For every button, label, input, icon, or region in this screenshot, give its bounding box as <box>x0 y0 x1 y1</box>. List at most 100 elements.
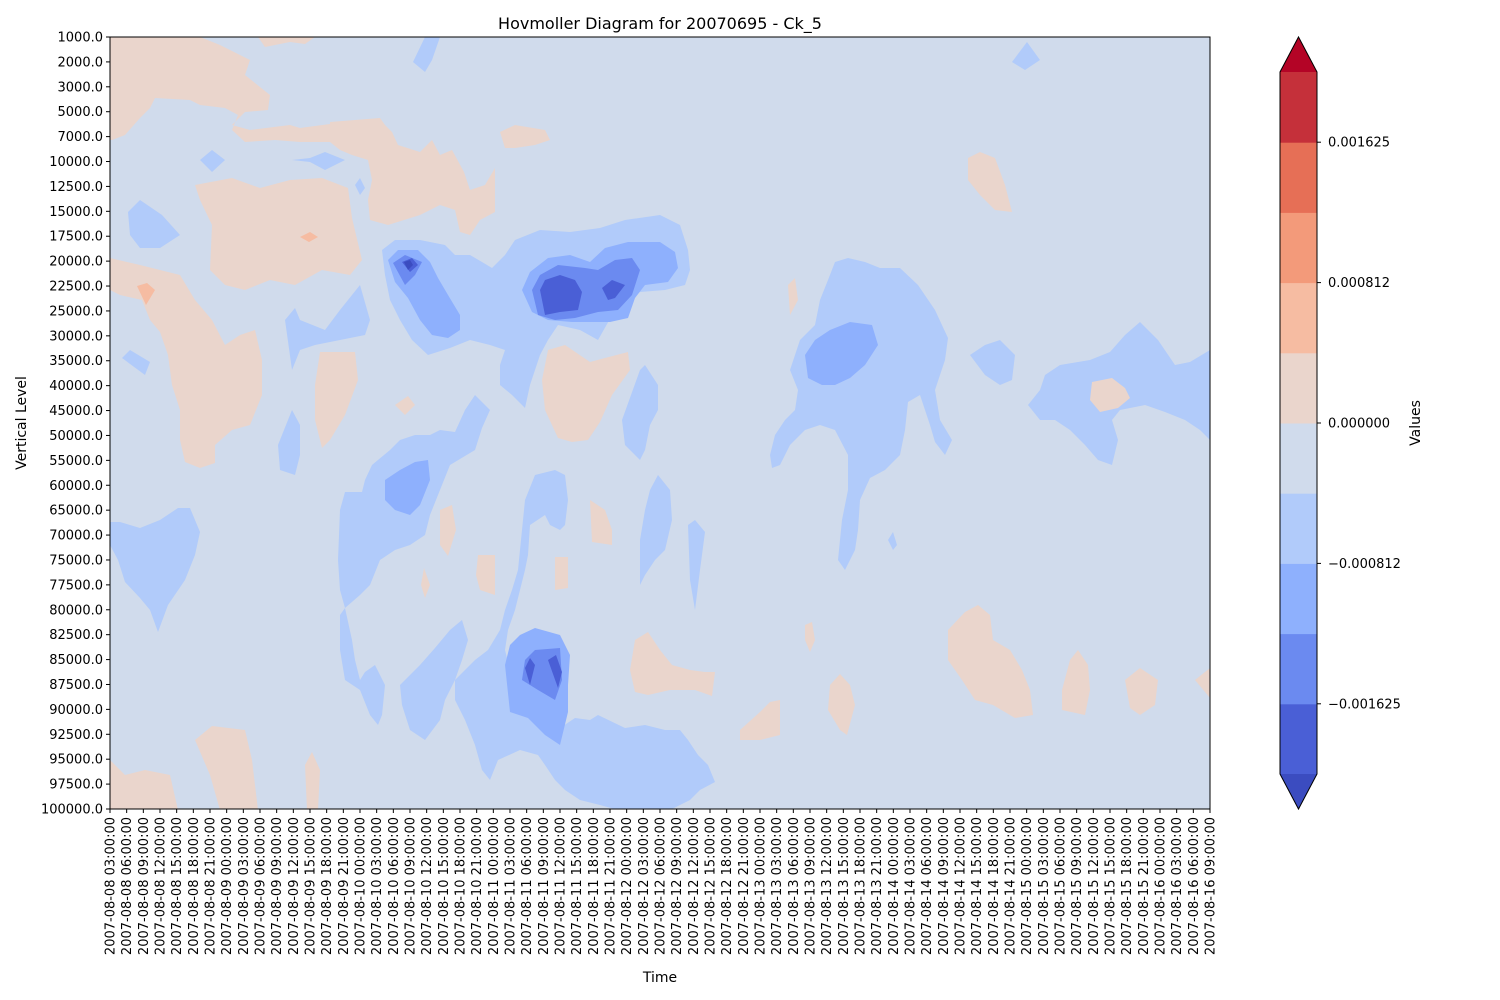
y-tick-label: 87500.0 <box>49 678 103 693</box>
x-tick-label: 2007-08-11 12:00:00 <box>554 817 569 955</box>
x-tick-label: 2007-08-12 09:00:00 <box>670 817 685 955</box>
colorbar-band <box>1280 282 1317 354</box>
y-tick-label: 35000.0 <box>49 354 103 369</box>
contour-negative-l4-3 <box>602 280 625 300</box>
contour-positive-small-4 <box>476 555 495 595</box>
x-tick-label: 2007-08-14 21:00:00 <box>1004 817 1019 955</box>
x-tick-label: 2007-08-13 03:00:00 <box>770 817 785 955</box>
y-tick-label: 2000.0 <box>58 55 104 70</box>
x-tick-label: 2007-08-14 15:00:00 <box>970 817 985 955</box>
x-tick-label: 2007-08-09 12:00:00 <box>287 817 302 955</box>
colorbar-tick-label: 0.000000 <box>1328 417 1390 432</box>
y-tick-label: 3000.0 <box>58 80 104 95</box>
colorbar-tick-label: −0.000812 <box>1328 557 1401 572</box>
x-tick-label: 2007-08-14 09:00:00 <box>937 817 952 955</box>
colorbar-extend-max <box>1280 37 1317 72</box>
contour-negative-l4-4 <box>525 658 535 685</box>
contour-positive-peak-2 <box>137 283 155 305</box>
x-tick-label: 2007-08-08 21:00:00 <box>204 817 219 955</box>
x-tick-label: 2007-08-11 03:00:00 <box>504 817 519 955</box>
contour-negative-l4-5 <box>548 655 562 688</box>
colorbar-tick-label: 0.000812 <box>1328 276 1390 291</box>
contour-negative-lower-column <box>455 470 715 809</box>
contour-negative-right-big <box>770 258 952 570</box>
x-tick-label: 2007-08-11 21:00:00 <box>604 817 619 955</box>
contour-positive-small-1 <box>500 125 550 148</box>
contour-positive-small-7 <box>421 568 430 598</box>
contour-negative-top-right <box>1012 42 1040 70</box>
contour-positive-small-8 <box>740 700 780 740</box>
contour-positive-small-10 <box>805 622 815 652</box>
x-tick-label: 2007-08-08 12:00:00 <box>154 817 169 955</box>
y-tick-label: 65000.0 <box>49 504 103 519</box>
x-tick-label: 2007-08-13 00:00:00 <box>754 817 769 955</box>
contour-negative-left-upper <box>128 200 180 248</box>
contour-negative-mid-left <box>285 285 370 370</box>
y-tick-label: 82500.0 <box>49 628 103 643</box>
contour-positive-bottom-left <box>110 760 178 809</box>
colorbar-band <box>1280 493 1317 564</box>
x-tick-label: 2007-08-09 21:00:00 <box>337 817 352 955</box>
colorbar-band <box>1280 72 1317 143</box>
y-tick-label: 30000.0 <box>49 329 103 344</box>
contour-negative-small-2 <box>292 152 345 170</box>
x-tick-label: 2007-08-14 12:00:00 <box>954 817 969 955</box>
x-tick-label: 2007-08-13 18:00:00 <box>854 817 869 955</box>
plot-background <box>110 37 1210 809</box>
x-tick-label: 2007-08-15 12:00:00 <box>1087 817 1102 955</box>
y-tick-label: 97500.0 <box>49 778 103 793</box>
contour-negative-column-4 <box>688 520 705 610</box>
y-tick-label: 50000.0 <box>49 429 103 444</box>
y-tick-label: 92500.0 <box>49 728 103 743</box>
colorbar-label: Values <box>1408 400 1424 446</box>
x-tick-label: 2007-08-16 06:00:00 <box>1187 817 1202 955</box>
contour-negative-l5 <box>404 260 413 270</box>
x-tick-label: 2007-08-15 00:00:00 <box>1020 817 1035 955</box>
y-tick-label: 77500.0 <box>49 578 103 593</box>
x-tick-label: 2007-08-09 15:00:00 <box>304 817 319 955</box>
x-tick-label: 2007-08-16 03:00:00 <box>1170 817 1185 955</box>
contour-positive-small-3 <box>440 505 456 556</box>
y-tick-label: 22500.0 <box>49 280 103 295</box>
colorbar-band <box>1280 703 1317 775</box>
x-tick-label: 2007-08-09 09:00:00 <box>270 817 285 955</box>
y-tick-label: 1000.0 <box>58 31 104 46</box>
contour-negative-column-3 <box>640 475 672 585</box>
x-tick-label: 2007-08-15 06:00:00 <box>1054 817 1069 955</box>
x-tick-label: 2007-08-15 15:00:00 <box>1104 817 1119 955</box>
contour-positive-left-band <box>110 258 262 468</box>
contour-positive-right-top <box>258 37 315 47</box>
x-tick-label: 2007-08-10 21:00:00 <box>470 817 485 955</box>
x-tick-label: 2007-08-15 09:00:00 <box>1070 817 1085 955</box>
y-tick-label: 85000.0 <box>49 653 103 668</box>
colorbar-tick-label: 0.001625 <box>1328 136 1390 151</box>
x-tick-label: 2007-08-08 09:00:00 <box>137 817 152 955</box>
colorbar-band <box>1280 142 1317 213</box>
x-tick-label: 2007-08-11 00:00:00 <box>487 817 502 955</box>
contour-positive-small-11 <box>788 278 798 315</box>
colorbar-outline <box>1279 35 1318 811</box>
x-tick-label: 2007-08-11 15:00:00 <box>570 817 585 955</box>
contour-positive-small-2 <box>395 396 415 415</box>
x-tick-label: 2007-08-12 06:00:00 <box>654 817 669 955</box>
x-tick-label: 2007-08-10 03:00:00 <box>370 817 385 955</box>
contour-negative-l4-2 <box>540 275 582 315</box>
contour-fills <box>110 37 1210 809</box>
y-tick-label: 80000.0 <box>49 603 103 618</box>
contour-positive-small-9 <box>828 674 855 735</box>
contour-negative-small-4 <box>888 532 897 550</box>
contour-negative-l2-right <box>805 322 878 385</box>
contour-positive-small-13 <box>1062 650 1090 715</box>
x-tick-label: 2007-08-11 18:00:00 <box>587 817 602 955</box>
x-tick-label: 2007-08-13 12:00:00 <box>820 817 835 955</box>
x-tick-label: 2007-08-11 09:00:00 <box>537 817 552 955</box>
contour-negative-small-1 <box>200 150 225 172</box>
chart-title: Hovmoller Diagram for 20070695 - Ck_5 <box>498 14 822 34</box>
x-tick-label: 2007-08-12 00:00:00 <box>620 817 635 955</box>
x-tick-label: 2007-08-14 03:00:00 <box>904 817 919 955</box>
y-tick-label: 20000.0 <box>49 255 103 270</box>
contour-positive-upper-left <box>110 37 495 235</box>
contour-positive-small-15 <box>1195 668 1210 698</box>
contour-positive-lower-mid <box>630 632 715 696</box>
x-tick-label: 2007-08-10 06:00:00 <box>387 817 402 955</box>
